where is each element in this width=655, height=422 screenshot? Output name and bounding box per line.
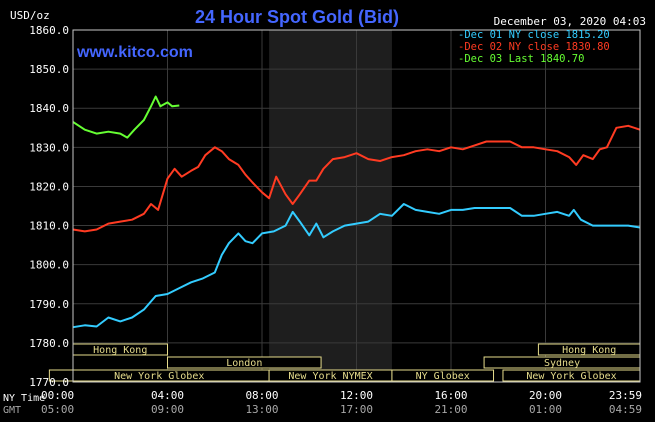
ny-time-label: NY Time (3, 393, 45, 404)
x-axis: 00:00 04:00 08:00 12:00 16:00 20:00 23:59 05:00… (3, 389, 642, 416)
y-tick-label: 1840.0 (29, 102, 69, 115)
x-tick-label-gmt: 17:00 (340, 403, 373, 416)
session-bar (167, 356, 322, 369)
session-label: New York Globex (526, 371, 616, 382)
session-label: NY Globex (416, 371, 470, 382)
y-tick-label: 1860.0 (29, 24, 69, 37)
session-label: London (226, 358, 262, 369)
session-bar (391, 369, 495, 382)
y-tick-label: 1770.0 (29, 376, 69, 389)
session-label: Hong Kong (562, 345, 616, 356)
x-tick-label-ny: 20:00 (529, 389, 562, 402)
x-tick-label-ny: 16:00 (434, 389, 467, 402)
series-line-0 (72, 203, 641, 329)
x-tick-label-ny: 04:00 (151, 389, 184, 402)
x-tick-label-ny: 00:00 (41, 389, 74, 402)
chart-title: 24 Hour Spot Gold (Bid) (195, 7, 399, 27)
price-lines (72, 95, 641, 329)
x-tick-label-gmt: 05:00 (41, 403, 74, 416)
y-tick-label: 1780.0 (29, 337, 69, 350)
x-tick-label-gmt: 09:00 (151, 403, 184, 416)
nymex-session-shade (269, 30, 392, 382)
y-tick-label: 1850.0 (29, 63, 69, 76)
session-label: Sydney (544, 358, 580, 369)
y-tick-label: 1830.0 (29, 141, 69, 154)
gmt-label: GMT (3, 405, 21, 416)
x-tick-label-ny: 12:00 (340, 389, 373, 402)
x-tick-label-gmt: 21:00 (434, 403, 467, 416)
legend-item: -Dec 02 NY close 1830.80 (458, 41, 610, 53)
unit-label: USD/oz (10, 9, 50, 22)
legend-item: -Dec 01 NY close 1815.20 (458, 29, 610, 41)
y-tick-label: 1790.0 (29, 298, 69, 311)
y-tick-label: 1820.0 (29, 180, 69, 193)
session-label: New York NYMEX (288, 371, 372, 382)
y-tick-label: 1810.0 (29, 220, 69, 233)
trading-sessions: Hong Kong London New York Globex New York N… (48, 343, 641, 382)
legend-item: -Dec 03 Last 1840.70 (458, 53, 584, 65)
x-tick-label-ny: 08:00 (245, 389, 278, 402)
session-label: New York Globex (114, 371, 204, 382)
y-axis: 1860.0 1850.0 1840.0 1830.0 1820.0 1810.0 1800… (29, 24, 69, 389)
session-label: Hong Kong (93, 345, 147, 356)
plot-border (72, 29, 641, 383)
series-line-2 (72, 95, 180, 139)
legend: -Dec 01 NY close 1815.20-Dec 02 NY close… (458, 29, 610, 65)
timestamp: December 03, 2020 04:03 (494, 15, 646, 28)
x-tick-label-gmt: 01:00 (529, 403, 562, 416)
site-watermark: www.kitco.com (76, 44, 193, 61)
x-tick-label-gmt: 13:00 (245, 403, 278, 416)
x-tick-label-ny: 23:59 (609, 389, 642, 402)
y-tick-label: 1800.0 (29, 259, 69, 272)
series-line-1 (72, 124, 641, 233)
x-tick-label-gmt: 04:59 (609, 403, 642, 416)
